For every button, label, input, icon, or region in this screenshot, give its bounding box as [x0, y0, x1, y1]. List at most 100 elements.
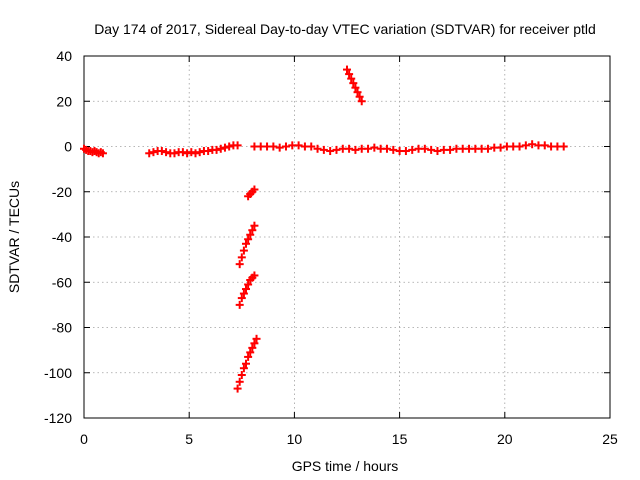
- data-point: [382, 144, 391, 153]
- y-tick-label: 0: [64, 139, 72, 155]
- data-point: [162, 148, 171, 157]
- data-point: [521, 141, 530, 150]
- data-point: [225, 142, 234, 151]
- data-point: [246, 348, 255, 357]
- data-point: [250, 271, 259, 280]
- data-point: [351, 145, 360, 154]
- data-point: [420, 144, 429, 153]
- y-tick-label: -40: [52, 229, 72, 245]
- data-point: [242, 239, 251, 248]
- data-point: [408, 145, 417, 154]
- data-point: [239, 364, 248, 373]
- data-point: [401, 147, 410, 156]
- data-point: [242, 285, 251, 294]
- data-point: [195, 148, 204, 157]
- data-point: [252, 334, 261, 343]
- data-point: [237, 371, 246, 380]
- y-tick-label: 20: [56, 93, 72, 109]
- data-point: [427, 145, 436, 154]
- data-point: [540, 141, 549, 150]
- data-point: [281, 142, 290, 151]
- data-point: [216, 144, 225, 153]
- data-point: [313, 144, 322, 153]
- data-point: [233, 384, 242, 393]
- data-point: [345, 144, 354, 153]
- data-point: [357, 97, 366, 106]
- data-point: [353, 88, 362, 97]
- data-point: [248, 226, 257, 235]
- data-point: [237, 253, 246, 262]
- data-point: [248, 343, 257, 352]
- data-point: [345, 70, 354, 79]
- data-point: [319, 145, 328, 154]
- data-point: [250, 185, 259, 194]
- data-point: [496, 143, 505, 152]
- data-point: [307, 142, 316, 151]
- x-tick-label: 15: [392, 431, 408, 447]
- y-axis-label: SDTVAR / TECUs: [6, 181, 22, 293]
- x-tick-label: 5: [185, 431, 193, 447]
- data-point: [157, 147, 166, 156]
- data-point: [364, 144, 373, 153]
- data-point: [351, 83, 360, 92]
- data-point: [212, 145, 221, 154]
- y-tick-label: -20: [52, 184, 72, 200]
- grid-lines: [84, 56, 610, 418]
- data-point: [332, 145, 341, 154]
- y-tick-label: -100: [44, 365, 72, 381]
- data-point: [275, 143, 284, 152]
- data-point: [98, 149, 107, 158]
- data-point: [239, 289, 248, 298]
- data-point: [528, 140, 537, 149]
- y-tick-label: -80: [52, 320, 72, 336]
- data-points: [80, 65, 568, 393]
- x-tick-label: 25: [602, 431, 618, 447]
- data-point: [237, 294, 246, 303]
- data-point: [515, 142, 524, 151]
- axis-ticks: -120 -100 -80 -60 -40 -20 0 20 40 0 5 10 15 20 25: [44, 48, 618, 447]
- data-point: [191, 149, 200, 158]
- data-point: [187, 148, 196, 157]
- x-axis-label: GPS time / hours: [292, 458, 399, 474]
- data-point: [433, 147, 442, 156]
- data-point: [233, 141, 242, 150]
- data-point: [269, 142, 278, 151]
- data-point: [355, 92, 364, 101]
- chart-title: Day 174 of 2017, Sidereal Day-to-day VTE…: [94, 21, 596, 37]
- y-tick-label: -120: [44, 410, 72, 426]
- data-point: [559, 142, 568, 151]
- data-point: [446, 145, 455, 154]
- data-point: [235, 260, 244, 269]
- data-point: [242, 359, 251, 368]
- x-tick-label: 10: [287, 431, 303, 447]
- y-tick-label: 40: [56, 48, 72, 64]
- plot-frame: [83, 55, 611, 419]
- data-point: [183, 149, 192, 158]
- data-point: [246, 230, 255, 239]
- data-point: [170, 149, 179, 158]
- data-point: [326, 147, 335, 156]
- data-point: [250, 339, 259, 348]
- data-point: [235, 377, 244, 386]
- data-point: [235, 300, 244, 309]
- data-point: [347, 74, 356, 83]
- x-tick-label: 20: [497, 431, 513, 447]
- data-point: [244, 280, 253, 289]
- data-point: [178, 148, 187, 157]
- data-point: [145, 149, 154, 158]
- y-tick-label: -60: [52, 274, 72, 290]
- x-tick-label: 0: [80, 431, 88, 447]
- data-point: [294, 141, 303, 150]
- data-point: [343, 65, 351, 74]
- data-point: [239, 246, 248, 255]
- data-point: [244, 235, 253, 244]
- data-point: [149, 148, 158, 157]
- data-point: [220, 143, 229, 152]
- data-point: [204, 147, 213, 156]
- data-point: [483, 144, 492, 153]
- data-point: [244, 352, 253, 361]
- data-point: [250, 221, 259, 230]
- data-point: [370, 143, 379, 152]
- data-point: [389, 145, 398, 154]
